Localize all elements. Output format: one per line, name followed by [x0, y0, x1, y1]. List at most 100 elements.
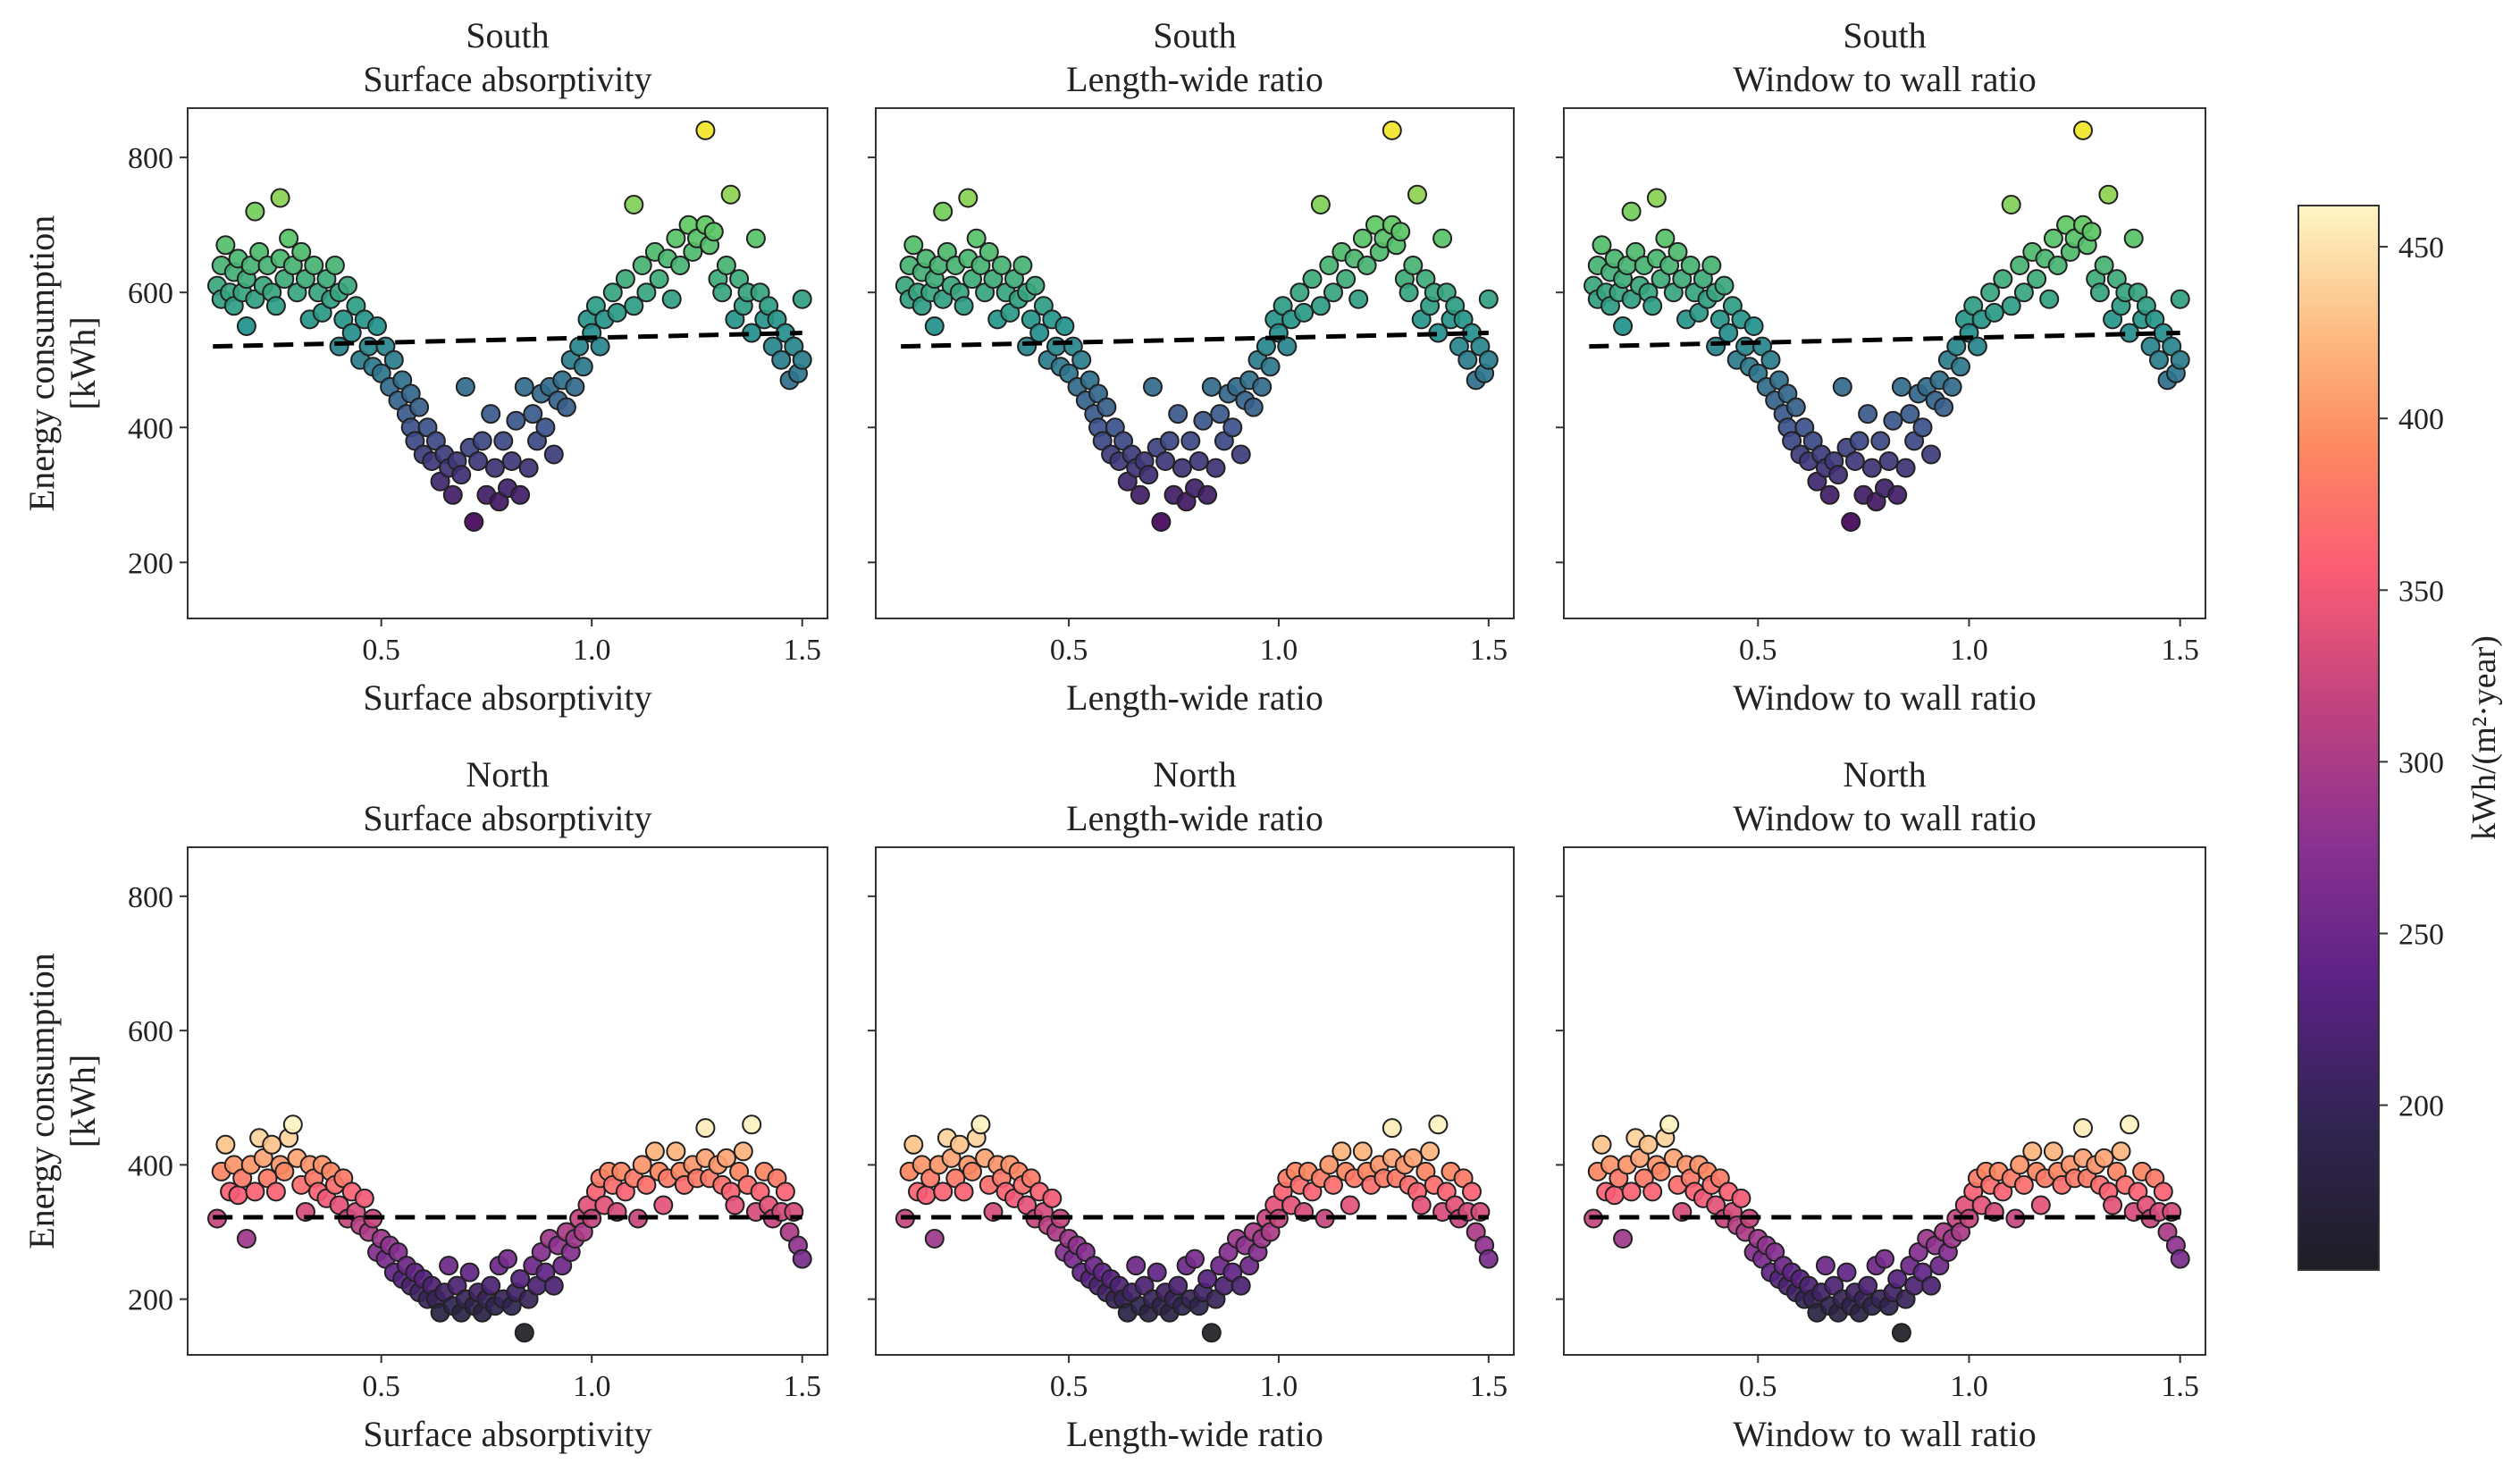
data-point [439, 1256, 459, 1276]
data-point [1357, 256, 1377, 275]
x-tick-label: 1.0 [1260, 1370, 1298, 1403]
data-point [1403, 1148, 1424, 1168]
data-point [1046, 336, 1066, 357]
data-point [215, 235, 236, 256]
data-point [472, 431, 492, 451]
data-point [2170, 289, 2190, 309]
data-point [245, 201, 265, 222]
data-point [602, 282, 623, 303]
data-point [1231, 1275, 1251, 1296]
x-axis-label: Surface absorptivity [363, 1414, 651, 1454]
data-point [1651, 1161, 1671, 1181]
data-point [1289, 282, 1310, 303]
data-point [1168, 1275, 1189, 1296]
y-tick-label: 800 [128, 881, 173, 914]
data-point [916, 1185, 937, 1206]
data-point [2073, 1118, 2093, 1139]
data-point [2043, 1141, 2063, 1162]
data-point [498, 1249, 517, 1269]
data-point [1302, 269, 1323, 290]
data-point [1231, 444, 1251, 465]
data-point [962, 1161, 982, 1181]
data-point [1096, 397, 1117, 417]
y-tick-label: 800 [128, 142, 173, 175]
data-point [1348, 289, 1369, 309]
subplot-title-variable: Length-wide ratio [1066, 798, 1323, 838]
y-tick-label: 600 [128, 1015, 173, 1048]
data-point [535, 417, 556, 438]
data-point [775, 1181, 795, 1202]
colorbar-tick-label: 200 [2398, 1090, 2444, 1123]
x-tick-label: 1.5 [783, 1370, 821, 1403]
colorbar-tick-label: 250 [2398, 918, 2444, 951]
data-point [367, 316, 387, 336]
data-point [2001, 195, 2021, 214]
data-point [484, 458, 505, 478]
data-point [523, 404, 543, 425]
data-point [451, 465, 472, 485]
data-point [1197, 1269, 1218, 1290]
data-point [1151, 512, 1172, 532]
data-point [1222, 417, 1243, 438]
data-point [644, 1141, 665, 1162]
data-point [1294, 302, 1315, 323]
subplot-title-variable: Window to wall ratio [1733, 798, 2036, 838]
x-tick-label: 1.0 [1260, 634, 1298, 667]
data-point [1210, 404, 1231, 425]
y-axis-label-line1: Energy consumption [21, 953, 62, 1249]
data-point [2010, 256, 2030, 275]
subplot-title-orientation: North [1153, 754, 1236, 795]
data-point [1310, 296, 1331, 316]
data-point [720, 184, 741, 205]
y-axis-label-line2: [kWh] [63, 316, 103, 409]
y-tick-label: 400 [128, 1149, 173, 1182]
x-axis-label: Surface absorptivity [363, 677, 651, 718]
data-point [1760, 349, 1781, 370]
x-tick-label: 0.5 [1739, 634, 1777, 667]
data-point [953, 296, 974, 316]
x-tick-label: 0.5 [1050, 1370, 1088, 1403]
data-point [1159, 431, 1180, 451]
data-point [1382, 1118, 1402, 1139]
y-tick-label: 400 [128, 412, 173, 445]
data-point [1189, 451, 1209, 471]
scatter-points [1583, 1114, 2190, 1343]
x-tick-label: 0.5 [1739, 1370, 1777, 1403]
data-point [1621, 1181, 1642, 1202]
data-point [2098, 184, 2119, 205]
data-point [1942, 376, 1962, 397]
data-point [725, 1195, 745, 1215]
data-point [1680, 256, 1701, 275]
data-point [1201, 1323, 1222, 1343]
data-point [1138, 465, 1159, 485]
data-point [1701, 256, 1722, 275]
y-tick-label: 600 [128, 277, 173, 310]
data-point [1260, 357, 1281, 377]
x-axis-label: Length-wide ratio [1066, 1414, 1323, 1454]
data-point [712, 282, 733, 303]
data-point [2043, 228, 2063, 248]
x-tick-label: 1.0 [1950, 634, 1988, 667]
data-point [1478, 1249, 1499, 1269]
subplot-title-variable: Window to wall ratio [1733, 59, 2036, 99]
data-point [924, 316, 945, 336]
data-point [1323, 282, 1343, 303]
data-point [933, 1181, 953, 1202]
data-point [1642, 296, 1663, 316]
data-point [695, 1118, 716, 1139]
data-point [1126, 1256, 1147, 1276]
data-point [1887, 1269, 1908, 1290]
data-point [1828, 465, 1848, 485]
data-point [2010, 1155, 2030, 1175]
data-point [1934, 397, 1954, 417]
data-point [1849, 431, 1869, 451]
data-point [324, 256, 345, 275]
data-point [1411, 1195, 1432, 1215]
data-point [632, 256, 652, 275]
data-point [716, 1148, 736, 1168]
data-point [1336, 269, 1357, 290]
data-point [2001, 296, 2021, 316]
